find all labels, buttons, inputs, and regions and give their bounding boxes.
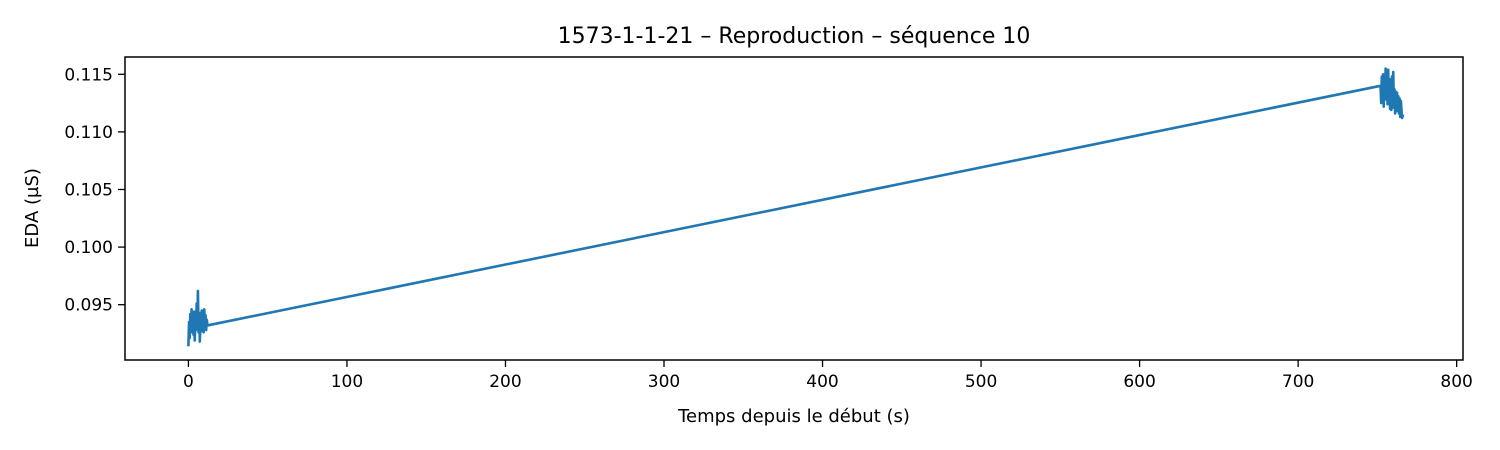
y-tick-label: 0.110 [64,123,113,143]
x-tick-label: 500 [965,372,997,392]
y-axis: 0.095 0.100 0.105 0.110 0.115 [64,65,125,316]
axes-frame [124,56,1464,361]
y-tick-label: 0.115 [64,65,113,85]
x-tick-label: 0 [183,372,194,392]
x-tick-label: 600 [1123,372,1155,392]
x-tick-label: 300 [648,372,680,392]
x-tick-label: 400 [806,372,838,392]
x-tick-label: 100 [331,372,363,392]
plot-area [187,67,1405,347]
y-tick-label: 0.105 [64,180,113,200]
x-tick-label: 800 [1440,372,1472,392]
series-line [187,67,1405,347]
x-tick-label: 200 [489,372,521,392]
y-tick-label: 0.100 [64,238,113,258]
x-tick-label: 700 [1282,372,1314,392]
x-axis: 0 100 200 300 400 500 600 700 800 [183,360,1473,392]
y-tick-label: 0.095 [64,296,113,316]
x-axis-label: Temps depuis le début (s) [677,406,910,427]
chart-title: 1573-1-1-21 – Reproduction – séquence 10 [558,24,1031,49]
y-axis-label: EDA (µS) [22,168,43,248]
